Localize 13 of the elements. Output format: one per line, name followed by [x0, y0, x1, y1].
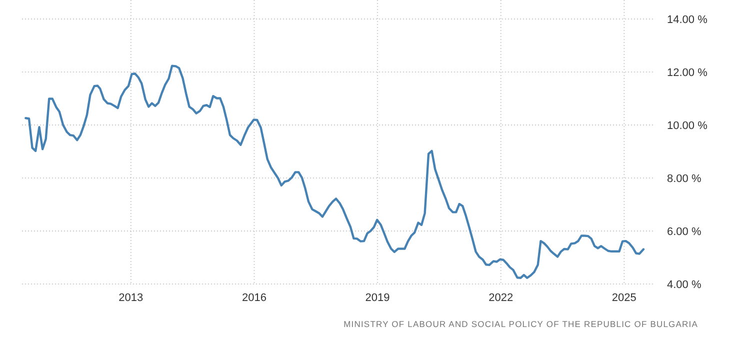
text: MINISTRY OF LABOUR AND SOCIAL POLICY OF THE REPUBLIC OF BULGARIA [344, 319, 698, 329]
x-tick-label: 2019 [365, 292, 390, 304]
y-tick-label: 6.00 % [667, 226, 702, 238]
y-tick-label: 14.00 % [667, 14, 708, 26]
x-tick-label: 2016 [242, 292, 266, 304]
x-tick-label: 2013 [118, 292, 144, 304]
y-tick-label: 10.00 % [667, 120, 708, 132]
y-tick-label: 4.00 % [667, 278, 702, 291]
y-tick-label: 8.00 % [667, 172, 702, 185]
x-tick-label: 2025 [612, 292, 636, 304]
y-tick-label: 12.00 % [667, 66, 708, 79]
x-tick-label: 2022 [488, 292, 514, 304]
line-series [24, 64, 645, 280]
